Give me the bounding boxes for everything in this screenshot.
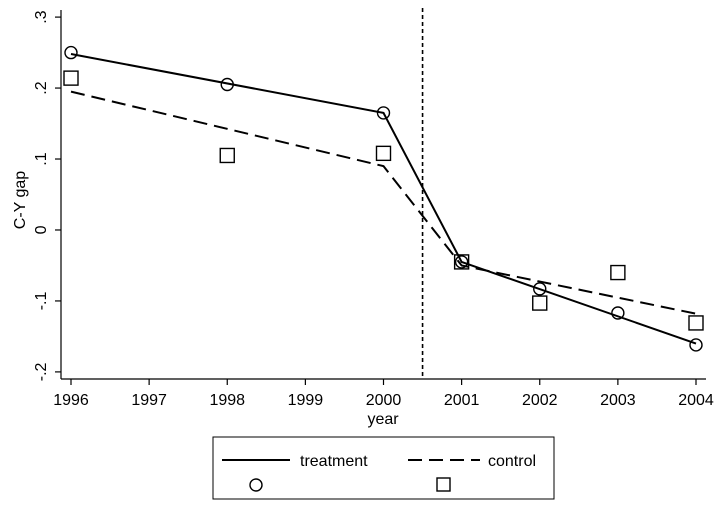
x-tick-label: 2001 [444,392,480,409]
y-tick-label: -.2 [33,362,50,381]
data-point-control [532,295,548,311]
x-tick-label: 1997 [131,392,167,409]
data-point-control [63,70,79,86]
y-tick-label: 0 [33,225,50,234]
legend-circle-marker [249,478,263,492]
plot-area [63,8,704,379]
data-point-control [375,145,392,162]
axes: -.2 -.1 0 .1 .2 .3 1996 1997 1998 1999 2000 2001 200… [33,10,714,409]
x-tick-label: 1998 [209,392,245,409]
y-tick-label: .1 [33,152,50,165]
data-point-treatment [689,338,703,352]
series-line-treatment [70,53,697,345]
data-point-treatment [611,306,625,320]
x-tick-label: 2000 [366,392,402,409]
y-tick-label: .3 [33,10,50,23]
x-axis-title: year [367,411,399,428]
legend-label-treatment: treatment [300,453,368,470]
x-tick-label: 2002 [522,392,558,409]
x-tick-label: 2003 [600,392,636,409]
y-axis-title: C-Y gap [12,171,29,230]
data-point-treatment [64,45,78,60]
data-point-treatment [220,77,234,92]
y-tick-label: -.1 [33,292,50,311]
legend-box [212,436,555,500]
x-tick-label: 2004 [678,392,714,409]
x-tick-label: 1999 [288,392,324,409]
legend-square-marker [436,477,451,492]
data-point-treatment [533,282,547,296]
y-tick-label: .2 [33,81,50,94]
data-point-control [688,315,704,331]
legend: treatment control [212,436,555,500]
data-point-treatment [454,255,469,269]
data-point-control [453,254,470,270]
legend-label-control: control [488,453,536,470]
series-line-control [70,90,697,315]
data-point-treatment [376,106,391,120]
data-point-control [219,147,235,164]
data-point-control [610,264,626,281]
x-tick-label: 1996 [53,392,89,409]
